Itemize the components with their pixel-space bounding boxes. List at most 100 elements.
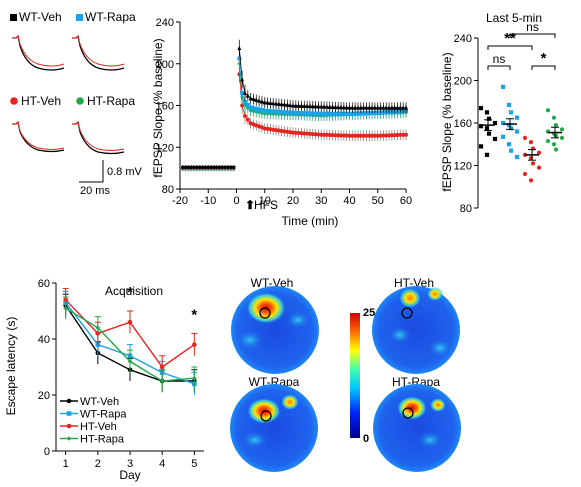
data-point	[330, 104, 335, 109]
data-point	[392, 133, 397, 138]
time-course-series	[237, 39, 408, 141]
data-point	[330, 133, 335, 138]
hfs-label: HFS	[254, 198, 278, 212]
data-point	[478, 106, 484, 111]
data-point	[245, 102, 250, 107]
data-point	[375, 133, 380, 138]
legend-label: WT-Rapa	[80, 409, 127, 421]
data-point	[341, 133, 346, 138]
baseline-point	[195, 165, 199, 170]
hfs-arrow: ⬆	[245, 198, 255, 212]
legend-marker-wt-rapa	[76, 14, 83, 21]
data-point	[248, 105, 253, 110]
colorbar-max: 25	[363, 307, 375, 319]
data-point	[378, 133, 383, 138]
legend-label-wt-veh: WT-Veh	[19, 10, 62, 24]
data-point	[492, 136, 498, 142]
data-point	[245, 117, 250, 122]
data-point	[336, 133, 341, 138]
data-point	[285, 110, 290, 115]
data-point	[398, 105, 403, 110]
data-point	[330, 111, 335, 116]
data-point	[478, 124, 484, 129]
data-point	[293, 110, 298, 115]
data-point	[347, 133, 352, 138]
x-tick-label: 60	[400, 195, 412, 207]
series-ht-rapa	[62, 296, 198, 393]
data-point	[361, 133, 366, 138]
scale-bar: 0.8 mV 20 ms	[79, 160, 143, 197]
scale-bar-amplitude: 0.8 mV	[107, 166, 143, 178]
legend-marker-wt-veh	[10, 14, 17, 21]
data-point	[404, 105, 408, 110]
data-point	[528, 178, 534, 183]
data-point	[347, 105, 352, 110]
data-point	[322, 104, 327, 109]
data-point	[506, 123, 512, 128]
last5-axes: 80 120 160 200 240	[454, 33, 479, 215]
data-point	[508, 126, 514, 131]
series-ht-veh	[237, 65, 408, 141]
data-point	[372, 133, 377, 138]
y-tick-label: 120	[156, 142, 174, 154]
data-point	[492, 120, 498, 126]
platform-circle	[402, 407, 414, 419]
data-point	[265, 108, 270, 113]
significance-label: *	[541, 50, 547, 67]
data-point	[319, 132, 324, 137]
baseline-point	[197, 165, 202, 170]
y-tick-label: 60	[38, 278, 50, 290]
data-point	[192, 342, 197, 347]
data-point	[259, 99, 264, 104]
data-point	[551, 115, 557, 120]
group-ht-rapa	[545, 108, 565, 152]
y-tick-label: 40	[38, 334, 50, 346]
data-point	[536, 150, 542, 155]
legend-label-ht-veh: HT-Veh	[21, 94, 61, 108]
y-tick-label: 240	[156, 17, 174, 29]
series-wt-veh	[237, 39, 408, 113]
data-point	[370, 133, 375, 138]
trace-ht-veh	[12, 120, 65, 153]
baseline-point	[183, 165, 188, 170]
legend-marker	[66, 436, 72, 441]
data-point	[341, 104, 346, 110]
data-point	[242, 100, 247, 105]
significance-bracket	[487, 45, 533, 50]
data-point	[333, 111, 338, 116]
data-point	[384, 105, 389, 110]
data-point	[242, 113, 247, 118]
data-point	[316, 111, 321, 116]
legend-label-wt-rapa: WT-Rapa	[85, 10, 136, 24]
data-point	[341, 111, 346, 116]
data-point	[322, 132, 327, 137]
baseline-point	[223, 165, 227, 170]
data-point	[339, 104, 344, 110]
data-point	[355, 111, 360, 116]
data-point	[344, 111, 349, 116]
data-point	[350, 105, 355, 110]
x-tick-label: -10	[200, 195, 216, 207]
data-point	[336, 104, 341, 110]
data-point	[551, 142, 557, 147]
data-point	[296, 103, 301, 108]
series-line	[238, 58, 407, 115]
data-point	[545, 138, 551, 144]
data-point	[313, 111, 318, 116]
scale-bar-time: 20 ms	[80, 185, 110, 197]
data-point	[324, 111, 329, 116]
data-point	[514, 129, 520, 134]
data-point	[364, 133, 369, 138]
platform-circle	[401, 307, 413, 319]
data-point	[378, 105, 383, 110]
legend-ht-rapa: HT-Rapa	[76, 94, 135, 108]
data-point	[257, 98, 262, 103]
data-point	[274, 109, 279, 114]
data-point	[339, 133, 344, 138]
data-point	[302, 103, 307, 108]
data-point	[506, 142, 512, 147]
data-point	[398, 132, 403, 137]
data-point	[350, 133, 355, 138]
data-point	[364, 111, 369, 116]
